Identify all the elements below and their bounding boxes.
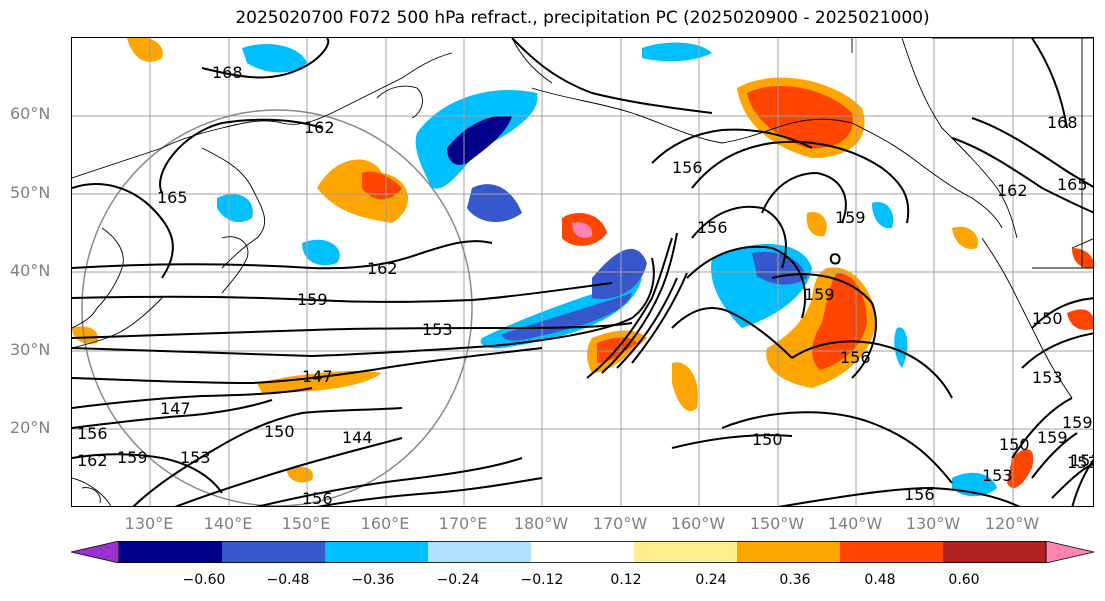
colorbar-swatch bbox=[943, 541, 1047, 563]
lat-label-30n: 30°N bbox=[10, 340, 66, 359]
colorbar-swatch bbox=[531, 541, 635, 563]
lon-label: 170°W bbox=[593, 514, 647, 533]
colorbar-swatch bbox=[737, 541, 841, 563]
contour-label: 162 bbox=[997, 181, 1028, 200]
colorbar bbox=[71, 541, 1094, 563]
lon-label: 150°W bbox=[750, 514, 804, 533]
map-title: 2025020700 F072 500 hPa refract., precip… bbox=[0, 8, 1105, 28]
contour-label: 147 bbox=[160, 399, 191, 418]
contour-label: 150 bbox=[752, 430, 783, 449]
contour-label: 168 bbox=[1047, 113, 1078, 132]
contour-label: 159 bbox=[117, 448, 148, 467]
contour-label: 153 bbox=[1070, 451, 1094, 470]
contour-label: 144 bbox=[342, 428, 373, 447]
range-circle bbox=[82, 110, 472, 506]
colorbar-tick: 0.60 bbox=[948, 572, 979, 588]
colorbar-tick: 0.24 bbox=[695, 572, 726, 588]
contour-label: 165 bbox=[157, 188, 188, 207]
contour-label: 153 bbox=[180, 448, 211, 467]
colorbar-tick: −0.12 bbox=[521, 572, 564, 588]
lon-label: 120°W bbox=[985, 514, 1039, 533]
lat-label-40n: 40°N bbox=[10, 261, 66, 280]
colorbar-swatch bbox=[222, 541, 326, 563]
colorbar-extend-low bbox=[71, 541, 119, 563]
colorbar-tick: 0.12 bbox=[610, 572, 641, 588]
contour-label: 159 bbox=[297, 290, 328, 309]
colorbar-extend-high bbox=[1046, 541, 1094, 563]
contour-label: 165 bbox=[1057, 175, 1088, 194]
contour-label: 156 bbox=[77, 424, 108, 443]
contour-label: 159 bbox=[835, 208, 866, 227]
contour-label: 153 bbox=[422, 320, 453, 339]
colorbar-tick: 0.48 bbox=[864, 572, 895, 588]
contour-label: 156 bbox=[672, 158, 703, 177]
colorbar-swatch bbox=[634, 541, 738, 563]
colorbar-swatch bbox=[840, 541, 944, 563]
contour-label: 156 bbox=[697, 218, 728, 237]
map-panel: 168 162 165 162 159 153 147 147 156 159 … bbox=[71, 37, 1094, 507]
lat-label-20n: 20°N bbox=[10, 418, 66, 437]
contour-label: 156 bbox=[904, 485, 935, 504]
contour-label: 162 bbox=[304, 118, 335, 137]
lat-label-60n: 60°N bbox=[10, 104, 66, 123]
contour-label: 147 bbox=[302, 367, 333, 386]
colorbar-swatch bbox=[428, 541, 532, 563]
colorbar-tick: −0.36 bbox=[352, 572, 395, 588]
lon-label: 130°W bbox=[906, 514, 960, 533]
colorbar-tick: −0.60 bbox=[183, 572, 226, 588]
contour-label: 168 bbox=[212, 63, 243, 82]
contour-label: 156 bbox=[840, 348, 871, 367]
contour-label: 162 bbox=[367, 259, 398, 278]
lon-label: 160°W bbox=[671, 514, 725, 533]
lon-label: 140°W bbox=[828, 514, 882, 533]
lon-label: 170°E bbox=[439, 514, 488, 533]
contour-label: 150 bbox=[1032, 309, 1063, 328]
colorbar-swatch bbox=[325, 541, 429, 563]
graticule bbox=[72, 38, 1094, 507]
colorbar-tick: 0.36 bbox=[779, 572, 810, 588]
contour-label: 153 bbox=[982, 466, 1013, 485]
lon-label: 180°W bbox=[514, 514, 568, 533]
lon-label: 150°E bbox=[282, 514, 331, 533]
contour-label: 162 bbox=[77, 451, 108, 470]
lat-label-50n: 50°N bbox=[10, 183, 66, 202]
lon-label: 160°E bbox=[361, 514, 410, 533]
precip-shading bbox=[72, 38, 1094, 496]
contour-label: 150 bbox=[999, 435, 1030, 454]
contour-label: 156 bbox=[302, 489, 333, 507]
contour-label: 159 bbox=[1062, 413, 1093, 432]
contour-label: 153 bbox=[1032, 368, 1063, 387]
colorbar-tick: −0.48 bbox=[267, 572, 310, 588]
lon-label: 130°E bbox=[125, 514, 174, 533]
contour-label: 150 bbox=[264, 422, 295, 441]
contour-label: 159 bbox=[804, 285, 835, 304]
colorbar-tick: −0.24 bbox=[437, 572, 480, 588]
colorbar-swatch bbox=[119, 541, 223, 563]
colorbar-swatches bbox=[71, 541, 1094, 563]
lon-label: 140°E bbox=[204, 514, 253, 533]
map-canvas: 168 162 165 162 159 153 147 147 156 159 … bbox=[72, 38, 1094, 507]
